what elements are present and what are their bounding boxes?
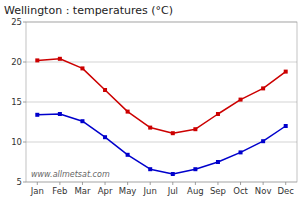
y-tick-label: 25	[11, 17, 22, 27]
y-tick	[23, 182, 26, 183]
y-tick	[23, 22, 26, 23]
point	[239, 98, 243, 102]
y-tick-label: 20	[11, 57, 22, 67]
point	[284, 124, 288, 128]
y-tick	[23, 142, 26, 143]
point	[284, 70, 288, 74]
x-tick	[150, 182, 151, 185]
y-tick-label: 15	[11, 97, 22, 107]
x-tick	[105, 182, 106, 185]
title: Wellington : temperatures (°C)	[4, 4, 173, 17]
x-tick	[172, 182, 173, 185]
point	[126, 153, 130, 157]
x-tick	[195, 182, 196, 185]
x-tick	[82, 182, 83, 185]
point	[126, 110, 130, 114]
point	[239, 150, 243, 154]
point	[35, 58, 39, 62]
point	[261, 139, 265, 143]
point	[148, 167, 152, 171]
chart: Wellington : temperatures (°C) 5 10 15 20 25 J…	[0, 0, 305, 200]
grid-line	[26, 142, 297, 143]
point	[103, 88, 107, 92]
plot-frame	[26, 22, 297, 182]
point	[216, 160, 220, 164]
point	[171, 172, 175, 176]
point	[216, 112, 220, 116]
point	[103, 135, 107, 139]
x-tick-label: Apr	[98, 186, 113, 196]
x-tick	[59, 182, 60, 185]
point	[193, 127, 197, 131]
point	[35, 113, 39, 117]
plot-area	[35, 57, 287, 176]
watermark: www.allmetsat.com	[31, 170, 110, 179]
grid	[26, 22, 297, 182]
y-tick	[23, 102, 26, 103]
x-tick-label: Aug	[187, 186, 204, 196]
series-line	[37, 59, 285, 133]
y-tick	[23, 62, 26, 63]
x-tick-label: Nov	[255, 186, 272, 196]
x-tick-label: Oct	[233, 186, 248, 196]
x-tick-label: Jul	[167, 186, 178, 196]
point	[193, 167, 197, 171]
point	[58, 112, 62, 116]
x-tick	[263, 182, 264, 185]
point	[148, 126, 152, 130]
x-tick-label: May	[119, 186, 137, 196]
x-tick-label: Jun	[143, 186, 157, 196]
y-tick-label: 5	[17, 177, 22, 187]
x-tick-label: Feb	[52, 186, 67, 196]
x-tick	[240, 182, 241, 185]
point	[80, 119, 84, 123]
grid-line	[26, 102, 297, 103]
point	[58, 57, 62, 61]
chart-container: Wellington : temperatures (°C) 5 10 15 20 25 J…	[0, 0, 305, 200]
x-tick-label: Mar	[74, 186, 91, 196]
x-tick	[127, 182, 128, 185]
point	[80, 66, 84, 70]
x-tick-label: Dec	[277, 186, 294, 196]
series-line	[37, 114, 285, 174]
x-tick-label: Jan	[30, 186, 44, 196]
x-tick-label: Sep	[210, 186, 226, 196]
x-tick	[37, 182, 38, 185]
x-tick	[285, 182, 286, 185]
point	[171, 131, 175, 135]
y-tick-label: 10	[11, 137, 22, 147]
point	[261, 86, 265, 90]
x-tick	[217, 182, 218, 185]
